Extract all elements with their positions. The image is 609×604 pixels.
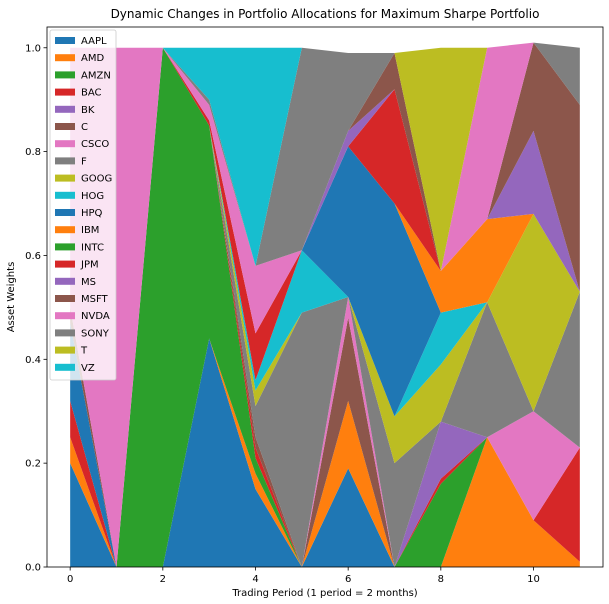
legend-label-bac: BAC: [81, 88, 102, 99]
legend-swatch-goog: [55, 174, 75, 182]
y-tick-label: 0.8: [25, 147, 41, 158]
legend-label-hpq: HPQ: [81, 208, 103, 219]
legend-swatch-amzn: [55, 71, 75, 79]
legend-swatch-t: [55, 346, 75, 354]
legend-swatch-amd: [55, 54, 75, 62]
legend-label-f: F: [81, 156, 87, 167]
area-bk: [70, 47, 580, 567]
y-axis-label: Asset Weights: [6, 262, 17, 333]
y-tick-label: 1.0: [25, 43, 41, 54]
y-axis: 0.0 0.2 0.4 0.6 0.8 1.0: [25, 43, 47, 574]
y-tick-label: 0.2: [25, 459, 41, 470]
legend-label-bk: BK: [81, 105, 95, 116]
legend-label-csco: CSCO: [81, 139, 109, 150]
legend-swatch-vz: [55, 363, 75, 371]
x-axis: 0 2 4 6 8 10: [67, 567, 540, 585]
area-hog: [70, 47, 580, 567]
y-tick-label: 0.0: [25, 563, 41, 574]
chart-title: Dynamic Changes in Portfolio Allocations…: [111, 7, 540, 21]
legend-swatch-ms: [55, 277, 75, 285]
legend-swatch-csco: [55, 140, 75, 148]
legend-swatch-nvda: [55, 312, 75, 320]
x-axis-label: Trading Period (1 period = 2 months): [231, 588, 417, 599]
legend-swatch-aapl: [55, 37, 75, 44]
x-tick-label: 2: [160, 574, 166, 585]
legend-label-vz: VZ: [81, 363, 95, 374]
legend-label-c: C: [81, 122, 88, 133]
area-sony: [70, 42, 580, 272]
legend-swatch-jpm: [55, 260, 75, 268]
legend-swatch-ibm: [55, 226, 75, 234]
x-tick-label: 8: [438, 574, 444, 585]
area-c: [70, 47, 580, 567]
area-f: [70, 47, 580, 567]
y-tick-label: 0.6: [25, 251, 41, 262]
legend-label-goog: GOOG: [81, 174, 112, 185]
area-msft: [70, 42, 580, 567]
legend-label-intc: INTC: [81, 242, 104, 253]
legend-label-nvda: NVDA: [81, 311, 110, 322]
legend-swatch-msft: [55, 295, 75, 302]
legend-box: [49, 29, 117, 381]
area-nvda: [70, 42, 580, 567]
y-tick-label: 0.4: [25, 355, 41, 366]
legend-swatch-hog: [55, 191, 75, 199]
legend-swatch-f: [55, 157, 75, 165]
area-amd: [70, 338, 580, 567]
x-tick-label: 6: [345, 574, 351, 585]
area-aapl: [70, 338, 580, 567]
legend-label-ibm: IBM: [81, 225, 99, 236]
area-t: [70, 42, 580, 272]
legend-swatch-hpq: [55, 209, 75, 216]
legend: AAPL AMD AMZN BAC BK C CSCO F GOOG HOG HPQ IBM INTC J…: [49, 29, 117, 381]
legend-label-amd: AMD: [81, 53, 104, 64]
plot-frame: [46, 26, 604, 568]
legend-label-amzn: AMZN: [81, 70, 111, 81]
legend-label-t: T: [80, 346, 88, 357]
legend-swatch-intc: [55, 243, 75, 251]
legend-swatch-bk: [55, 105, 75, 113]
x-tick-label: 10: [527, 574, 540, 585]
legend-label-jpm: JPM: [80, 260, 99, 271]
area-series-layer: [70, 42, 580, 567]
legend-label-msft: MSFT: [81, 294, 109, 305]
area-amzn: [70, 47, 580, 567]
x-tick-label: 0: [67, 574, 73, 585]
legend-swatch-c: [55, 123, 75, 130]
legend-label-hog: HOG: [81, 191, 104, 202]
legend-label-sony: SONY: [81, 328, 110, 339]
x-tick-label: 4: [252, 574, 258, 585]
legend-label-ms: MS: [81, 277, 96, 288]
legend-swatch-bac: [55, 88, 75, 96]
legend-swatch-sony: [55, 329, 75, 337]
legend-label-aapl: AAPL: [81, 36, 107, 47]
